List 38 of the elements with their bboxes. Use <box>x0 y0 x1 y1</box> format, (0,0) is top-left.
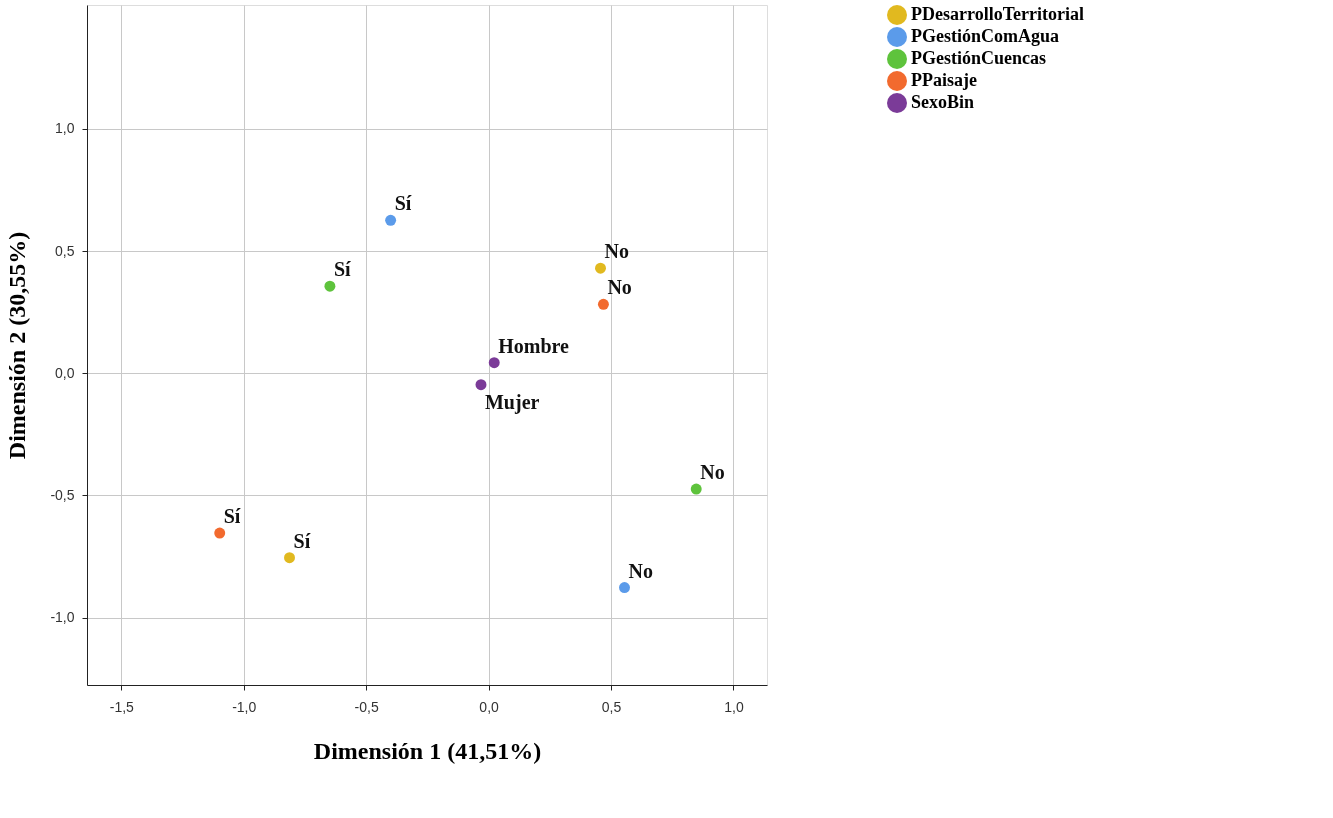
legend-label: PGestiónComAgua <box>911 26 1059 46</box>
point <box>690 483 702 495</box>
x-axis-title: Dimensión 1 (41,51%) <box>313 737 542 764</box>
annotation: Hombre <box>498 334 570 357</box>
point <box>595 262 606 274</box>
x-tick-label: 0,5 <box>601 698 622 715</box>
point <box>619 582 630 593</box>
y-axis-title: Dimensión 2 (30,55%) <box>4 231 31 460</box>
y-tick-label: 0,0 <box>55 364 75 381</box>
point <box>214 527 226 539</box>
annotation: Sí <box>394 192 412 215</box>
legend-label: PGestiónCuencas <box>911 48 1046 68</box>
legend-label: PPaisaje <box>911 70 977 90</box>
point <box>284 552 295 564</box>
annotation: Mujer <box>484 390 540 414</box>
x-tick-label: 1,0 <box>724 698 744 715</box>
annotation: No <box>604 240 629 263</box>
x-tick-label: -0,5 <box>354 698 379 715</box>
point <box>475 379 487 391</box>
y-tick-label: 1,0 <box>55 120 75 137</box>
y-tick-label: -0,5 <box>50 486 75 503</box>
point <box>324 280 336 292</box>
point <box>597 298 609 310</box>
legend-label: PDesarrolloTerritorial <box>911 4 1084 24</box>
x-tick-label: -1,5 <box>109 698 135 715</box>
legend-label: SexoBin <box>911 92 975 112</box>
point <box>488 357 500 369</box>
annotation: Sí <box>223 505 241 528</box>
annotation: No <box>700 461 725 484</box>
annotation: No <box>607 276 632 299</box>
annotation: Sí <box>333 258 352 281</box>
x-tick-label: -1,0 <box>232 698 257 715</box>
annotation: Sí <box>293 529 311 552</box>
x-tick-label: 0,0 <box>479 698 500 715</box>
point <box>385 214 397 226</box>
y-tick-label: -1,0 <box>50 609 75 626</box>
y-tick-label: 0,5 <box>55 242 75 259</box>
annotation: No <box>628 559 653 582</box>
